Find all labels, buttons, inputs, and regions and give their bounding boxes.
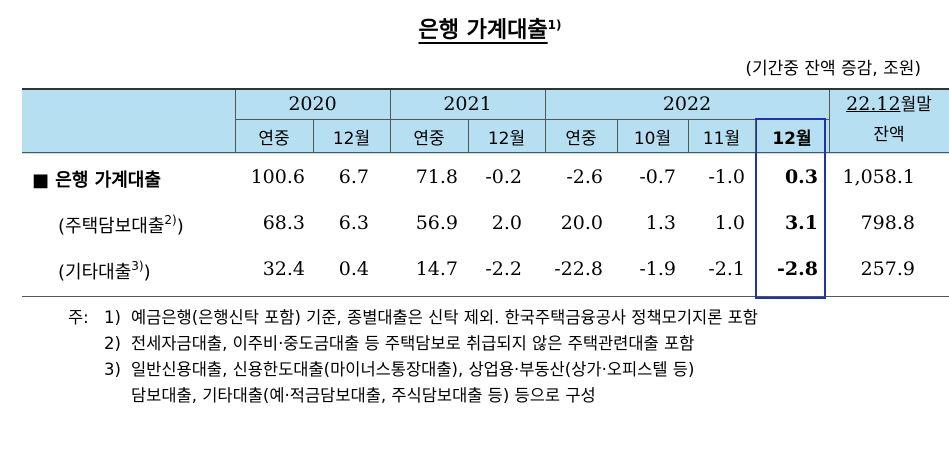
cell-value: -0.2 xyxy=(485,166,522,188)
cell-value: 20.0 xyxy=(560,212,603,234)
cell-value: -2.1 xyxy=(708,258,745,280)
header-bg xyxy=(22,88,949,154)
column-header: 잔액 xyxy=(873,125,905,145)
unit: (기간중 잔액 증감, 조원) xyxy=(745,59,921,79)
note-number: 2) xyxy=(104,334,121,353)
column-header: 연중 xyxy=(565,129,597,149)
cell-value: -0.7 xyxy=(639,166,676,188)
cell-value: -1.0 xyxy=(708,166,745,188)
cell-value: 257.9 xyxy=(860,258,915,280)
note-number: 1) xyxy=(104,308,121,327)
column-divider xyxy=(829,90,830,152)
row-label: ■ 은행 가계대출 xyxy=(32,166,161,192)
note-number: 3) xyxy=(104,360,121,379)
row-label-end: ) xyxy=(176,216,184,237)
cell-value: 1,058.1 xyxy=(842,166,915,188)
column-divider xyxy=(688,120,689,152)
cell-value: -2.8 xyxy=(777,258,818,280)
column-header: 연중 xyxy=(258,129,290,149)
column-divider xyxy=(468,120,469,152)
row-label-end: ) xyxy=(143,262,151,283)
row-label-sup: 2) xyxy=(164,213,177,227)
notes-prefix: 주: xyxy=(68,308,89,327)
header-bottom-line xyxy=(22,152,949,153)
column-header: 12월 xyxy=(332,129,371,149)
balance-header-date: 22.12 xyxy=(846,93,901,115)
cell-value: 68.3 xyxy=(262,212,305,234)
note-text: 예금은행(은행신탁 포함) 기준, 종별대출은 신탁 제외. 한국주택금융공사 … xyxy=(131,308,758,327)
year-header: 2020 xyxy=(288,93,337,115)
cell-value: 14.7 xyxy=(415,258,458,280)
note-text: 일반신용대출, 신용한도대출(마이너스통장대출), 상업용·부동산(상가·오피스… xyxy=(131,360,695,379)
column-header: 12월 xyxy=(772,129,812,149)
cell-value: 6.7 xyxy=(338,166,369,188)
column-divider xyxy=(235,90,236,152)
column-divider xyxy=(755,120,756,152)
title-sup: 1) xyxy=(547,18,562,32)
column-header: 10월 xyxy=(633,129,672,149)
title-text: 은행 가계대출 xyxy=(418,18,548,43)
column-header: 연중 xyxy=(413,129,445,149)
cell-value: 3.1 xyxy=(784,212,818,234)
cell-value: 0.3 xyxy=(784,166,818,188)
year-header: 2021 xyxy=(443,93,492,115)
cell-value: -1.9 xyxy=(639,258,676,280)
year-header: 2022 xyxy=(662,93,712,115)
balance-header-rest: 월말 xyxy=(900,95,932,115)
note-text: 담보대출, 기타대출(예·적금담보대출, 주식담보대출 등) 등으로 구성 xyxy=(131,386,596,405)
column-divider xyxy=(617,120,618,152)
header-mid-line xyxy=(235,119,829,120)
column-divider xyxy=(545,90,546,152)
cell-value: 2.0 xyxy=(491,212,522,234)
cell-value: 56.9 xyxy=(415,212,458,234)
cell-value: -2.6 xyxy=(566,166,603,188)
row-label-sup: 3) xyxy=(131,259,144,273)
cell-value: 71.8 xyxy=(415,166,458,188)
row-label-text: (기타대출 xyxy=(58,262,132,283)
column-divider xyxy=(390,90,391,152)
cell-value: 100.6 xyxy=(250,166,305,188)
row-label-text: ■ 은행 가계대출 xyxy=(32,170,161,191)
cell-value: 0.4 xyxy=(338,258,369,280)
cell-value: -2.2 xyxy=(485,258,522,280)
highlight-box xyxy=(755,118,826,299)
row-label: (기타대출3)) xyxy=(58,258,151,284)
cell-value: -22.8 xyxy=(554,258,603,280)
title: 은행 가계대출1) xyxy=(0,12,949,44)
cell-value: 1.0 xyxy=(714,212,745,234)
balance-header: 22.12월말 xyxy=(829,92,949,117)
cell-value: 32.4 xyxy=(262,258,305,280)
cell-value: 1.3 xyxy=(645,212,676,234)
row-label-text: (주택담보대출 xyxy=(58,216,165,237)
cell-value: 798.8 xyxy=(860,212,915,234)
column-header: 12월 xyxy=(487,129,526,149)
note-text: 전세자금대출, 이주비·중도금대출 등 주택담보로 취급되지 않은 주택관련대출… xyxy=(131,334,695,353)
row-label: (주택담보대출2)) xyxy=(58,212,184,238)
column-header: 11월 xyxy=(702,129,741,149)
column-divider xyxy=(313,120,314,152)
cell-value: 6.3 xyxy=(338,212,369,234)
table-bottom-line xyxy=(22,296,949,297)
